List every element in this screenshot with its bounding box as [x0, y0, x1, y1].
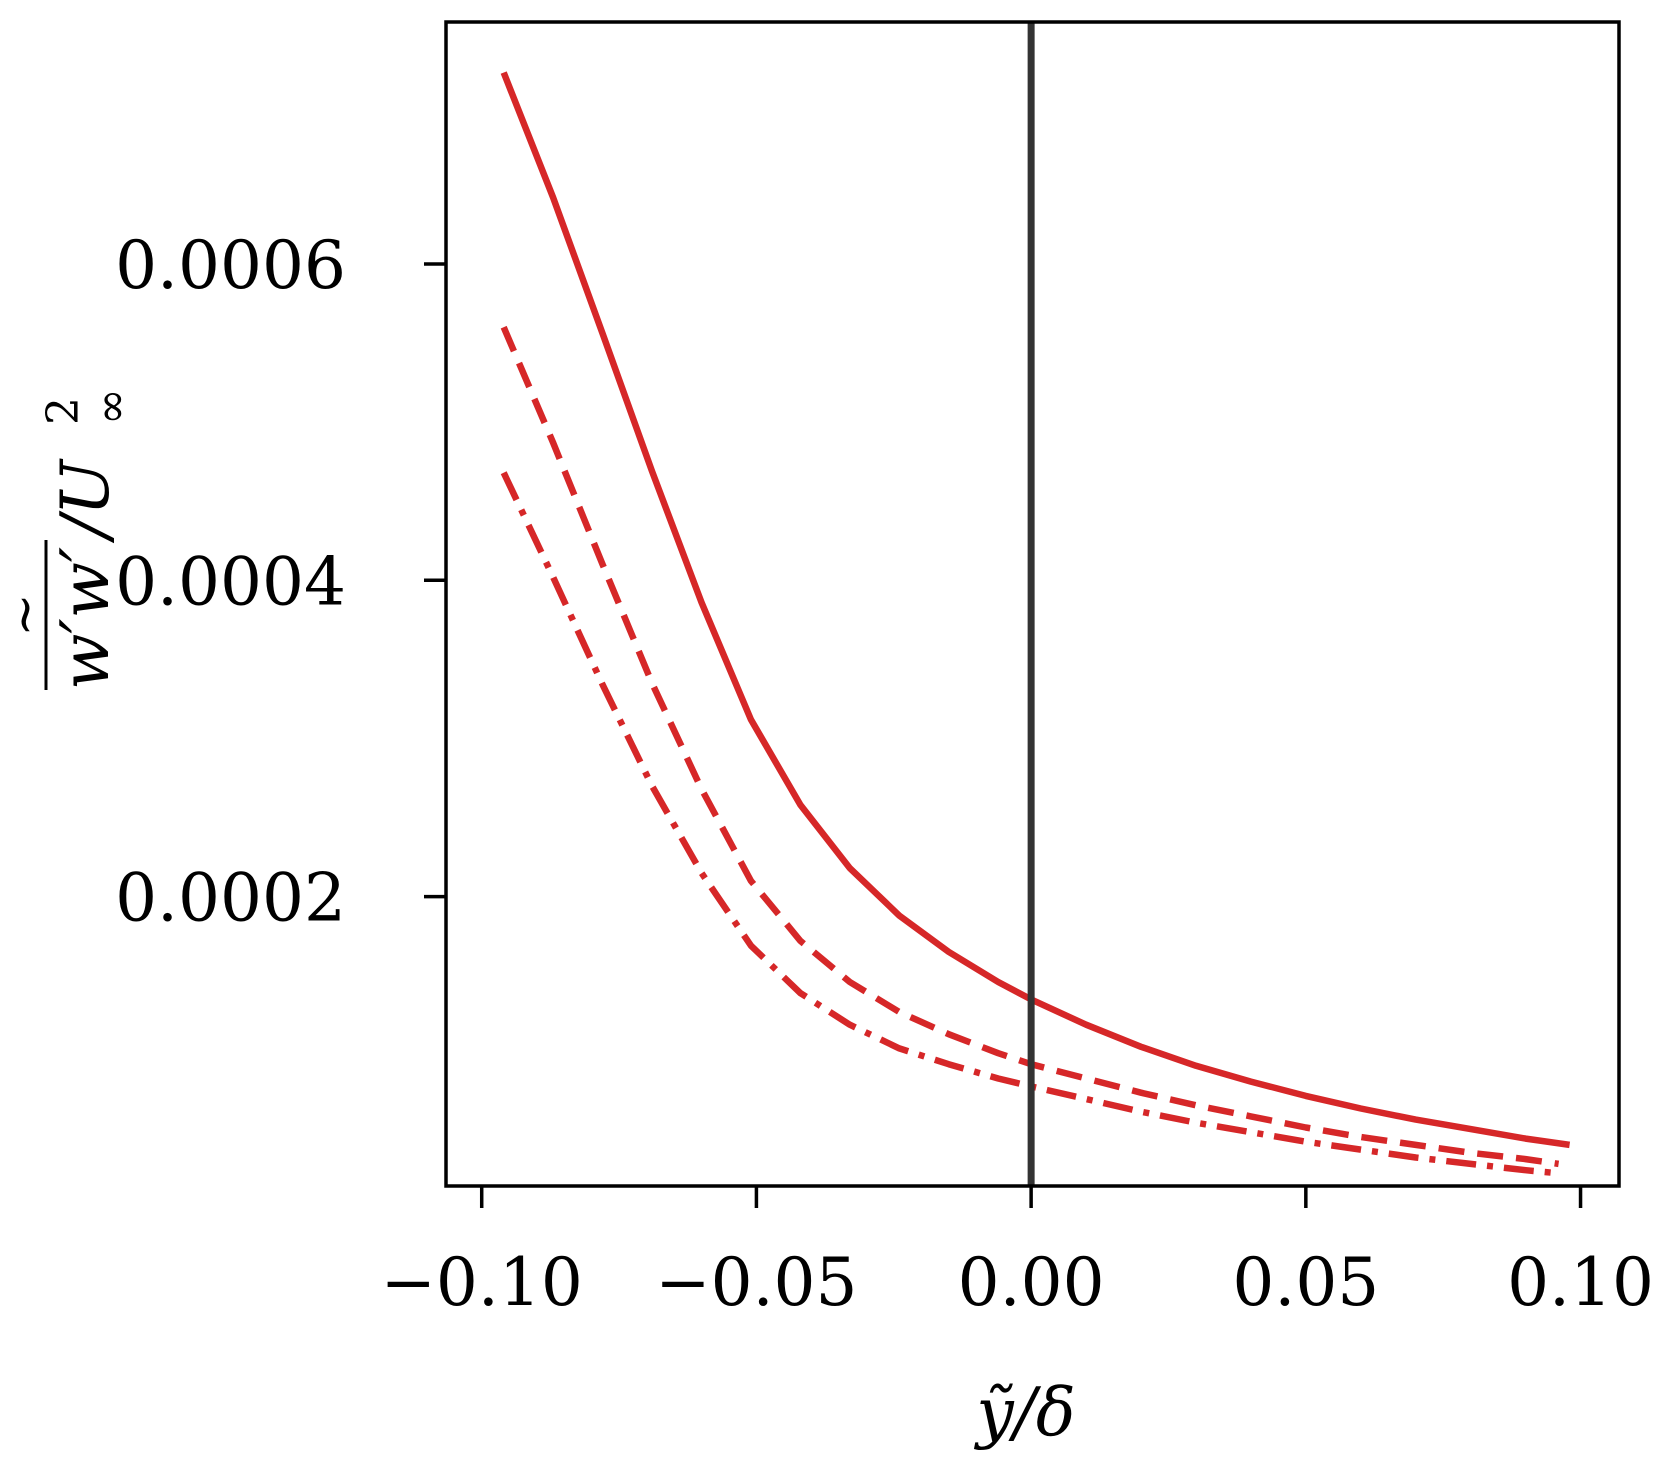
- y-tick-label-2: 0.0004: [115, 543, 346, 620]
- x-tick-label-5: 0.10: [1507, 1244, 1654, 1321]
- x-tick-label-3: 0.00: [958, 1244, 1105, 1321]
- series-line-3: [500, 471, 1559, 1177]
- y-axis-ticks: 0.0002 0.0004 0.0006: [115, 227, 446, 937]
- y-axis-label-tilde: ~: [0, 593, 55, 637]
- x-tick-label-4: 0.05: [1232, 1244, 1379, 1321]
- x-tick-label-1: −0.10: [381, 1244, 583, 1321]
- y-axis-label-numerator: w′w′: [47, 547, 124, 690]
- y-axis-label-subscript: ∞: [86, 388, 137, 425]
- y-tick-label-1: 0.0002: [115, 860, 346, 937]
- y-axis-label-superscript: 2: [38, 397, 89, 425]
- y-tick-label-3: 0.0006: [115, 227, 346, 304]
- x-tick-label-2: −0.05: [655, 1244, 857, 1321]
- x-axis-label: ỹ/δ: [973, 1374, 1075, 1451]
- y-axis-label-denominator: /U: [47, 458, 124, 544]
- series-line-1: [500, 71, 1571, 1149]
- series-line-2: [500, 325, 1560, 1168]
- series-layer: [500, 71, 1571, 1177]
- y-axis-label: ~ w′w′ /U 2 ∞: [0, 388, 137, 690]
- x-axis-ticks: −0.10 −0.05 0.00 0.05 0.10: [381, 1186, 1654, 1321]
